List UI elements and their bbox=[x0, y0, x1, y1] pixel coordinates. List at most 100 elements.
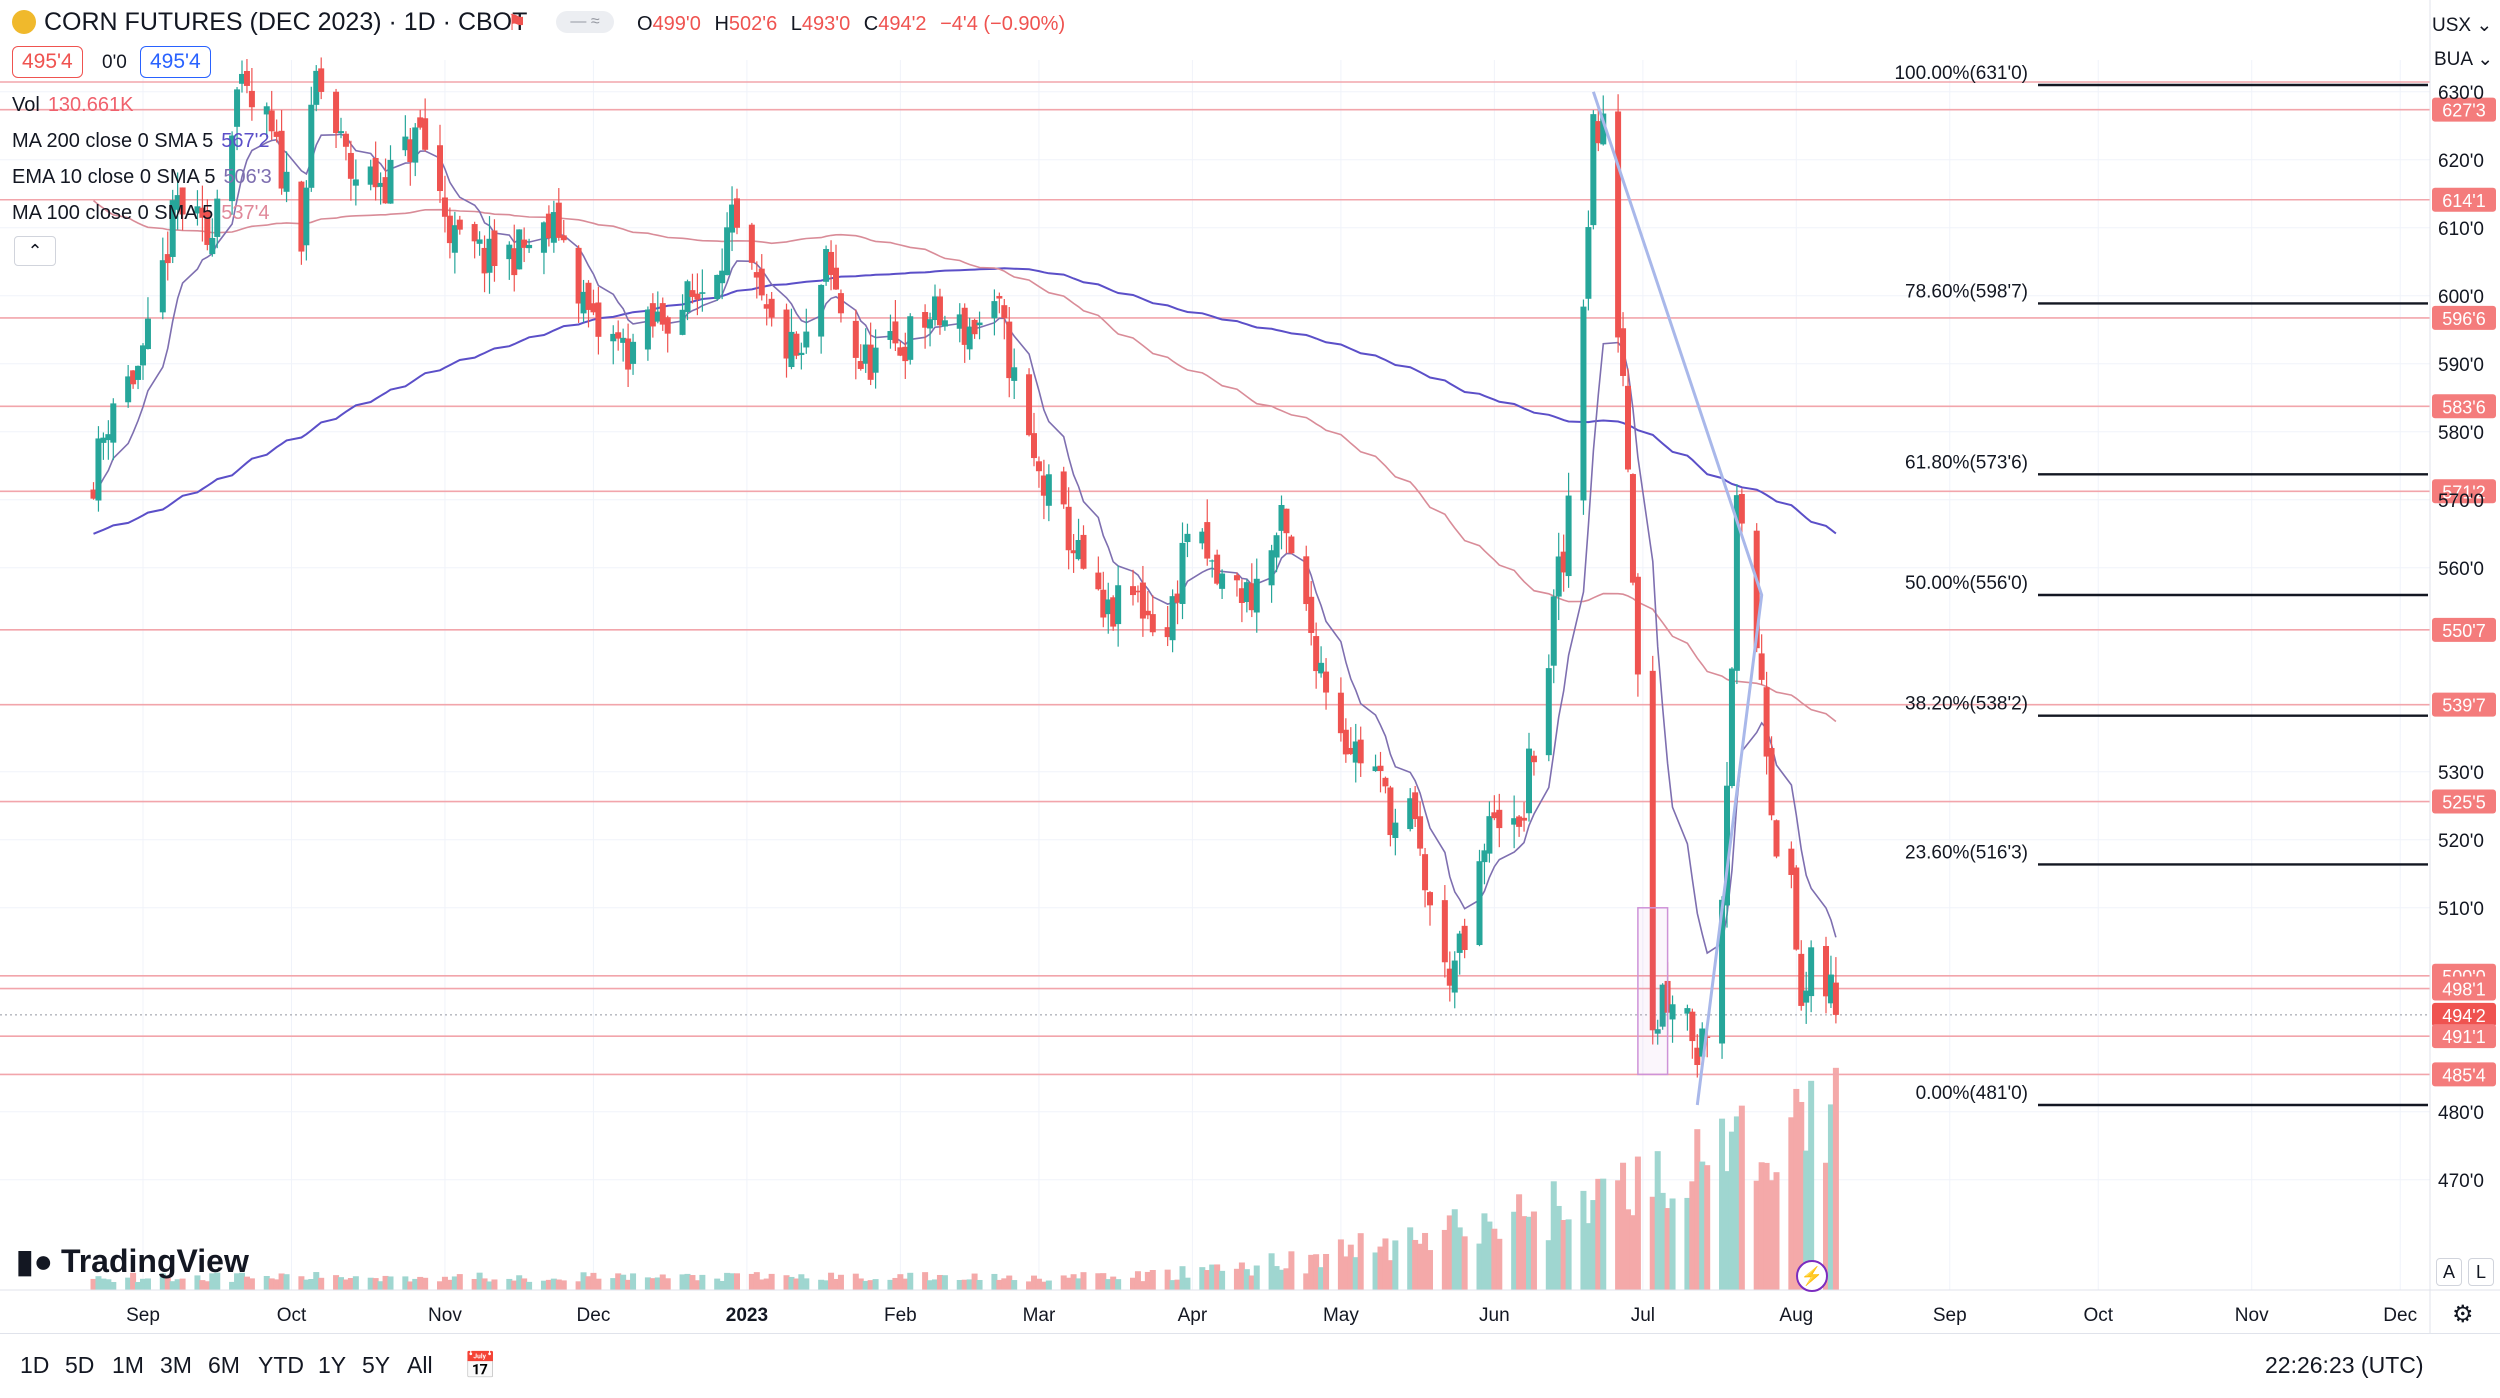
volume-bar bbox=[1550, 1181, 1557, 1290]
price-tag bbox=[2432, 1024, 2496, 1049]
candle-body bbox=[575, 247, 582, 304]
volume-bar bbox=[234, 1273, 241, 1290]
volume-bar bbox=[451, 1276, 458, 1290]
candle-body bbox=[1738, 494, 1745, 524]
volume-bar bbox=[1342, 1256, 1349, 1290]
range-button-1d[interactable]: 1D bbox=[20, 1352, 50, 1378]
ma100-line bbox=[92, 199, 1837, 723]
legend-ma200[interactable]: MA 200 close 0 SMA 5 567'2 bbox=[12, 130, 270, 152]
candle-body bbox=[852, 320, 859, 358]
range-button-ytd[interactable]: YTD bbox=[258, 1352, 304, 1378]
candle-body bbox=[407, 139, 414, 162]
candle-body bbox=[273, 131, 280, 137]
candle-body bbox=[521, 239, 528, 248]
candle-body bbox=[971, 319, 978, 335]
range-button-1y[interactable]: 1Y bbox=[318, 1352, 347, 1378]
candle-body bbox=[679, 309, 686, 335]
volume-bar bbox=[902, 1278, 909, 1290]
candle-body bbox=[1139, 582, 1146, 619]
candle-body bbox=[996, 296, 1003, 299]
candle-body bbox=[590, 303, 597, 313]
candle-body bbox=[1733, 495, 1740, 671]
candle-body bbox=[1620, 328, 1627, 376]
candle-body bbox=[887, 331, 894, 340]
volume-bar bbox=[1793, 1088, 1800, 1290]
candle-body bbox=[248, 90, 255, 108]
collapse-legend-chevron-icon[interactable]: ⌃ bbox=[14, 236, 56, 266]
price-chart[interactable]: 627'3 614'1 596'6 583'6 571'2 550'7 539'7 525'5… bbox=[0, 0, 2500, 1333]
range-button-6m[interactable]: 6M bbox=[208, 1352, 240, 1378]
volume-bar bbox=[135, 1281, 142, 1290]
candle-body bbox=[1105, 599, 1112, 615]
legend-ma100[interactable]: MA 100 close 0 SMA 5 537'4 bbox=[12, 202, 270, 224]
unit-selector[interactable]: BUA ⌄ bbox=[2434, 49, 2494, 70]
candle-body bbox=[1481, 850, 1488, 863]
candle-body bbox=[1238, 588, 1245, 603]
candle-body bbox=[753, 272, 760, 278]
highlight-box[interactable] bbox=[1637, 907, 1669, 1076]
candle-body bbox=[1832, 982, 1839, 1015]
volume-bar bbox=[1060, 1275, 1067, 1290]
price-axis[interactable]: 630'0 620'0 610'0 600'0 590'0 580'0 570'0 560'0… bbox=[2429, 0, 2484, 1333]
candle-body bbox=[1342, 729, 1349, 755]
volume-bar bbox=[823, 1280, 830, 1290]
candle-body bbox=[214, 198, 221, 237]
range-button-3m[interactable]: 3M bbox=[160, 1352, 192, 1378]
volume-bar bbox=[1387, 1260, 1394, 1290]
time-axis[interactable]: Sep Oct Nov Dec 2023 Feb Mar Apr May Jun Jul Aug Sep… bbox=[0, 1289, 2500, 1326]
legend-volume[interactable]: Vol 130.661K bbox=[12, 94, 134, 116]
price-tag-label: 485'4 bbox=[2442, 1065, 2485, 1085]
lightning-icon[interactable]: ⚡ bbox=[1796, 1260, 1828, 1292]
currency-selector[interactable]: USX ⌄ bbox=[2432, 15, 2493, 36]
volume-bar bbox=[689, 1275, 696, 1290]
candle-body bbox=[471, 224, 478, 242]
volume-bar bbox=[209, 1273, 216, 1290]
volume-bar bbox=[214, 1272, 221, 1290]
settings-gear-icon[interactable]: ⚙ bbox=[2452, 1301, 2474, 1328]
volume-bar bbox=[1803, 1150, 1810, 1290]
volume-bar bbox=[1377, 1246, 1384, 1290]
sell-button[interactable]: 495'4 bbox=[12, 46, 83, 78]
fib-level-label: 38.20%(538'2) bbox=[1905, 694, 2028, 715]
volume-bar bbox=[753, 1272, 760, 1290]
candle-body bbox=[1684, 1008, 1691, 1014]
volume-bar bbox=[1832, 1067, 1839, 1290]
candle-body bbox=[446, 215, 453, 244]
zigzag-drawing[interactable] bbox=[1591, 91, 1764, 1106]
log-scale-button[interactable]: L bbox=[2468, 1258, 2494, 1286]
range-button-1m[interactable]: 1M bbox=[112, 1352, 144, 1378]
volume-bar bbox=[239, 1272, 245, 1290]
buy-button[interactable]: 495'4 bbox=[140, 46, 211, 78]
range-button-5d[interactable]: 5D bbox=[65, 1352, 95, 1378]
candle-body bbox=[828, 251, 835, 275]
price-tag bbox=[2432, 479, 2496, 504]
volume-bar bbox=[95, 1276, 102, 1290]
candle-body bbox=[422, 118, 429, 150]
volume-bar bbox=[1590, 1200, 1597, 1290]
volume-bar bbox=[837, 1274, 844, 1290]
auto-scale-button[interactable]: A bbox=[2436, 1258, 2462, 1286]
red-flag-icon[interactable]: ⚑ bbox=[507, 10, 527, 35]
volume-bar bbox=[1788, 1117, 1795, 1290]
volume-bar bbox=[1070, 1274, 1077, 1290]
legend-ema10[interactable]: EMA 10 close 0 SMA 5 506'3 bbox=[12, 166, 272, 188]
goto-date-icon[interactable]: 📅 bbox=[464, 1350, 497, 1380]
candle-body bbox=[1243, 582, 1250, 603]
candle-body bbox=[1590, 114, 1597, 226]
x-tick-label: Sep bbox=[126, 1305, 160, 1326]
range-button-all[interactable]: All bbox=[407, 1352, 433, 1378]
candle-body bbox=[100, 437, 107, 443]
chart-title[interactable]: CORN FUTURES (DEC 2023) · 1D · CBOT bbox=[44, 8, 528, 36]
volume-bar bbox=[1694, 1129, 1701, 1290]
candle-body bbox=[179, 187, 186, 215]
clock-time[interactable]: 22:26:23 (UTC) bbox=[2265, 1352, 2424, 1378]
range-button-5y[interactable]: 5Y bbox=[362, 1352, 391, 1378]
candle-body bbox=[209, 237, 216, 255]
candle-body bbox=[768, 298, 775, 318]
candle-body bbox=[1625, 385, 1631, 470]
indicator-toggle-icon[interactable]: — ≈ bbox=[556, 11, 614, 33]
volume-bar bbox=[164, 1277, 171, 1290]
volume-bar bbox=[298, 1276, 305, 1290]
candle-body bbox=[654, 311, 661, 322]
volume-bar bbox=[1179, 1266, 1186, 1290]
